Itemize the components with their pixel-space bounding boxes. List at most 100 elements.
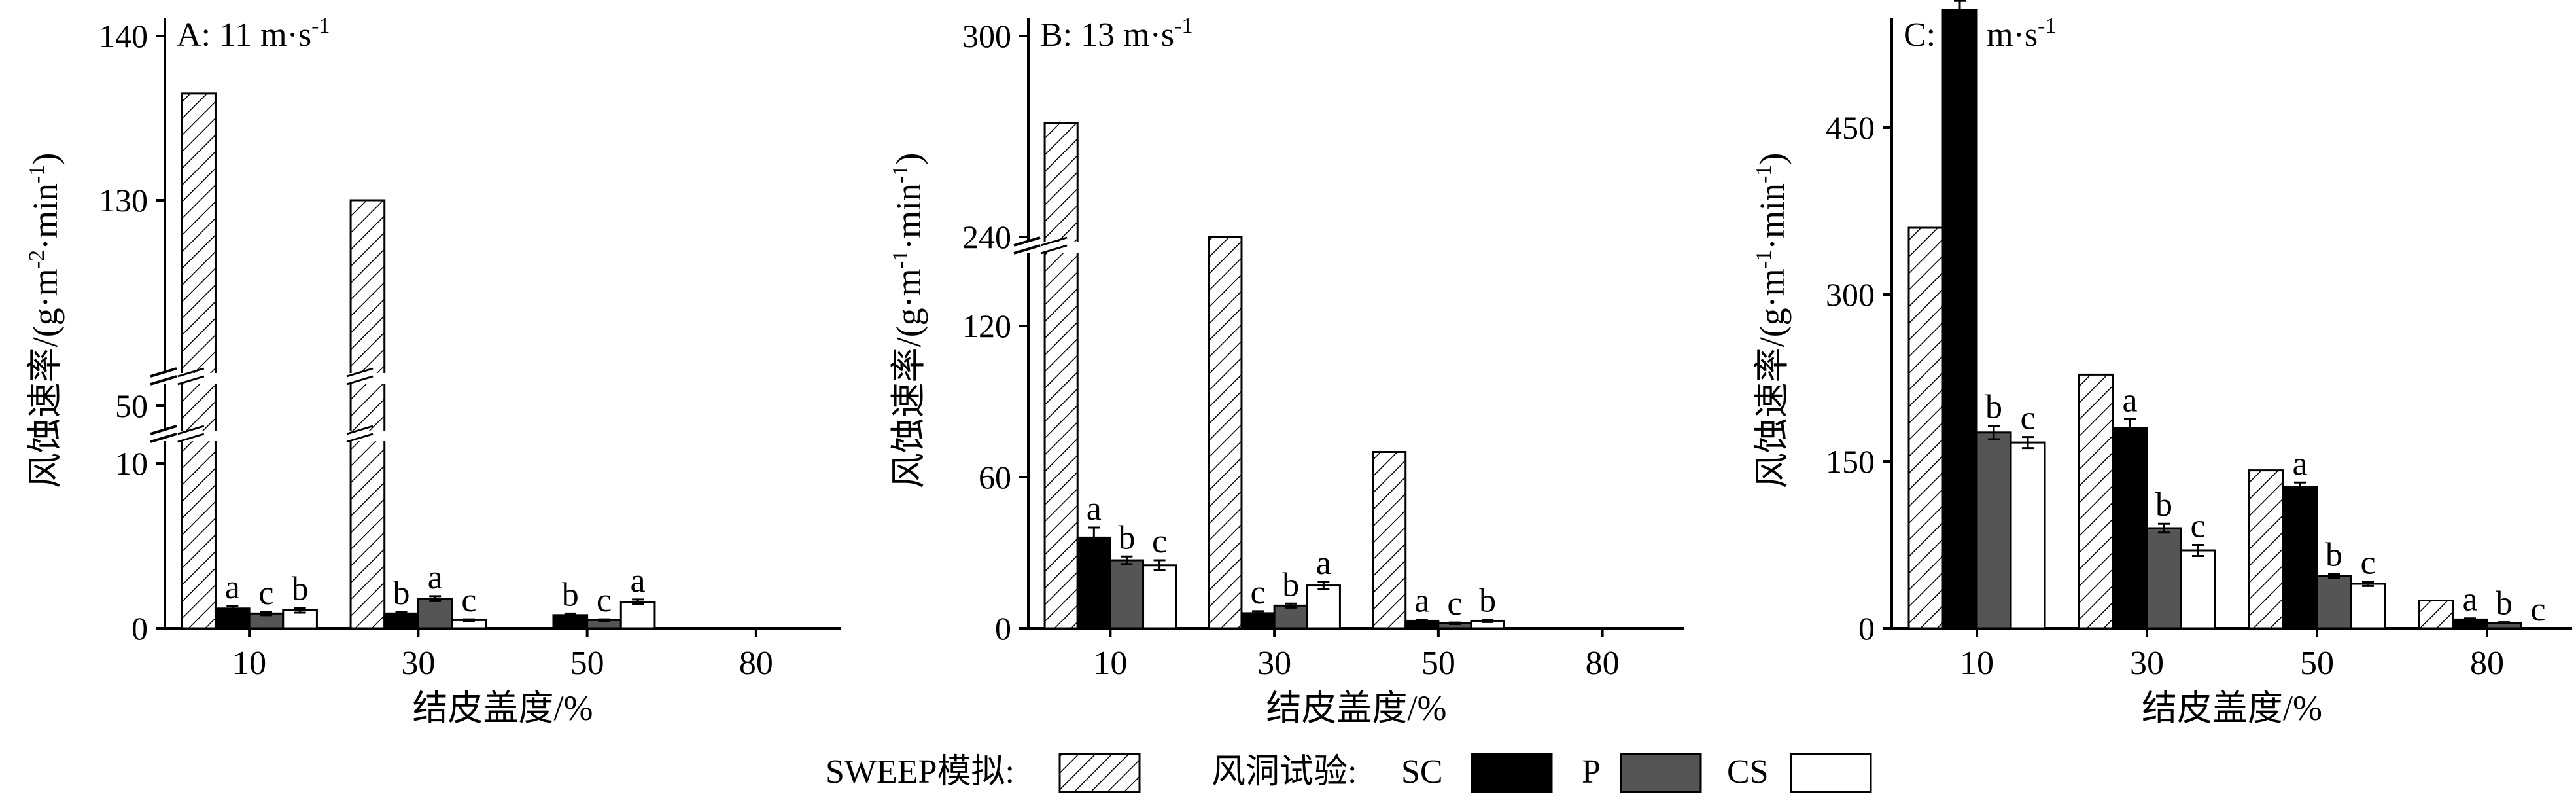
y-axis-label-part: ) [1752,153,1792,165]
panel-title: C: 15 m·s-1 [1904,14,2056,54]
legend-sweep-label: SWEEP模拟: [826,753,1015,791]
x-axis-label: 结皮盖度/% [413,689,593,728]
legend-swatch-cs [1790,753,1872,793]
bar-p-30 [2146,527,2182,630]
bar-cs-50 [2350,583,2386,630]
legend-swatch-sc [1471,753,1553,793]
significance-letter: a [2292,445,2307,482]
significance-letter: a [1316,545,1331,582]
y-axis-label-part: -1 [888,250,913,268]
significance-letter: b [1282,566,1299,603]
panel-title-superscript: -1 [1174,14,1192,38]
y-axis-label: 风蚀速率/(g·m-1·min-1) [1752,153,1792,489]
bar-break-mark [1040,244,1068,255]
y-axis-label-part: ·min [26,183,65,250]
bar-sweep-10 [181,92,217,630]
bar-break-mark [346,433,374,443]
y-tick-label: 0 [131,610,148,647]
y-tick-label: 300 [962,18,1011,54]
bar-sweep-10 [1043,122,1079,630]
x-tick-label: 30 [1257,645,1291,682]
legend-swatch-p [1620,753,1702,793]
legend-wind-label: 风洞试验: [1211,753,1357,791]
x-tick-label: 50 [1421,645,1455,682]
y-tick-label: 0 [1858,610,1875,647]
bar-break-mark [346,375,374,386]
y-axis-label-part: -2 [25,250,49,268]
y-axis-label-part: ·min [1752,183,1792,250]
y-tick-label: 60 [979,459,1011,495]
significance-letter: b [292,571,309,608]
legend: SWEEP模拟: 风洞试验: SC P CS [826,753,1872,793]
bar-break-mark [1040,236,1068,247]
bar-sweep-30 [349,199,386,630]
bar-cs-30 [2180,549,2216,630]
axis-break-mark [150,433,177,443]
x-tick-label: 80 [1586,645,1620,682]
y-tick-label: 240 [962,219,1011,255]
significance-letter: a [225,569,240,606]
axis-break-mark [150,367,177,378]
y-tick-label: 50 [115,387,148,424]
significance-letter: c [1447,585,1462,622]
bar-break-mark [177,375,205,386]
significance-letter: a [2462,581,2477,619]
bar-p-10 [1109,559,1145,630]
axis-break-gap [150,431,224,441]
legend-swatch-sweep [1058,753,1141,793]
bar-break-mark [177,425,205,435]
significance-letter: b [1479,583,1496,620]
panel-title-superscript: -1 [2038,14,2056,38]
bar-sc-50 [2282,486,2318,630]
x-tick-label: 30 [2130,645,2164,682]
y-tick-label: 450 [1826,109,1875,146]
bar-sweep-30 [1208,236,1243,630]
axis-break-mark [1013,244,1041,255]
x-tick-label: 80 [739,645,773,682]
x-axis-label: 结皮盖度/% [1266,689,1447,728]
axis-break-mark [150,425,177,435]
bar-break-mark [177,433,205,443]
axis-break-mark [1013,236,1041,247]
significance-letter: a [1952,0,1967,1]
panel-title-superscript: -1 [311,14,330,38]
bar-cs-10 [1142,564,1177,630]
significance-letter: c [258,575,273,612]
y-tick-label: 140 [99,18,148,54]
significance-letter: b [2325,537,2342,574]
significance-letter: b [1985,389,2002,426]
bar-break-mark [346,425,374,435]
y-tick-label: 10 [115,445,148,482]
bar-p-50 [2316,575,2352,630]
significance-letter: b [393,575,410,612]
axis-break-gap [1014,242,1086,253]
bar-sweep-50 [1372,451,1407,630]
legend-series-p: P [1582,753,1601,791]
bar-cs-10 [2010,441,2046,630]
bar-break-mark [177,367,205,378]
bar-sc-10 [1076,536,1111,630]
significance-letter: c [2020,400,2035,437]
y-axis-label: 风蚀速率/(g·m-1·min-1) [888,153,928,489]
x-tick-label: 80 [2470,645,2504,682]
x-tick-label: 50 [2300,645,2334,682]
y-tick-label: 150 [1826,443,1875,480]
bar-cs-50 [619,601,656,630]
significance-letter: c [2530,591,2545,628]
significance-letter: c [1152,523,1167,560]
y-axis-label-part: -1 [1752,250,1776,268]
bar-sweep-80 [2418,600,2454,630]
x-tick-label: 10 [232,645,266,682]
significance-letter: c [1251,574,1266,611]
significance-letter: b [1118,519,1135,556]
axis-break-gap [150,373,224,384]
panel-title: A: 11 m·s-1 [177,14,330,54]
bar-sweep-50 [2248,469,2284,630]
significance-letter: a [428,559,443,596]
legend-series-sc: SC [1401,753,1443,791]
significance-letter: a [1087,490,1102,528]
y-tick-label: 0 [995,610,1011,647]
